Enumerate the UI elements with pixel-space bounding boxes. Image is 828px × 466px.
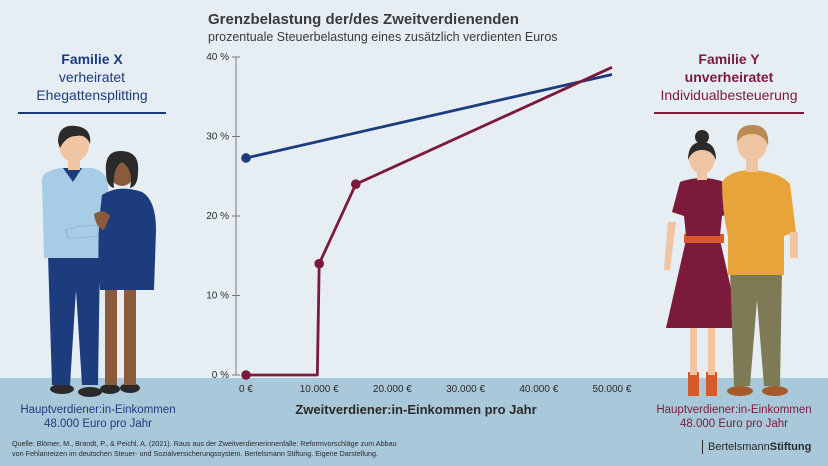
family-x-rule [18, 112, 166, 114]
x-axis-label: Zweitverdiener:in-Einkommen pro Jahr [295, 402, 536, 417]
family-y-income-label: Hauptverdiener:in-Einkommen [656, 404, 812, 416]
family-x-man-illustration [41, 125, 109, 397]
source-line-1: Quelle: Blömer, M., Brandt, P., & Peichl… [12, 439, 397, 448]
family-x-method: Ehegattensplitting [36, 87, 148, 103]
brand-bold: Stiftung [769, 441, 812, 453]
series-1-point [241, 153, 251, 163]
source-note: Quelle: Blömer, M., Brandt, P., & Peichl… [12, 439, 572, 459]
family-y-panel: Familie Y unverheiratet Individualbesteu… [654, 50, 804, 114]
family-y-title: Familie Y [698, 51, 760, 67]
family-x-income-label: Hauptverdiener:in-Einkommen [20, 404, 176, 416]
family-y-method: Individualbesteuerung [660, 87, 798, 103]
y-tick-label: 0 % [212, 370, 229, 381]
brand-logo: BertelsmannStiftung [702, 440, 811, 454]
family-y-status: unverheiratet [684, 69, 774, 85]
family-x-panel: Familie X verheiratet Ehegattensplitting [18, 50, 166, 114]
series-2-point [314, 258, 325, 269]
y-tick-label: 30 % [206, 132, 229, 143]
family-x-status: verheiratet [58, 69, 126, 85]
brand-light: Bertelsmann [708, 441, 770, 453]
y-tick-label: 20 % [206, 211, 229, 222]
x-tick-label: 30.000 € [446, 384, 485, 395]
family-y-income: Hauptverdiener:in-Einkommen 48.000 Euro … [648, 403, 820, 431]
series-1-line [245, 73, 613, 160]
chart-subtitle: prozentuale Steuerbelastung eines zusätz… [208, 30, 558, 44]
family-y-income-value: 48.000 Euro pro Jahr [679, 418, 789, 430]
family-x-income: Hauptverdiener:in-Einkommen 48.000 Euro … [12, 403, 184, 431]
x-tick-label: 0 € [239, 384, 253, 395]
series-2-line [246, 66, 613, 377]
series-2-point [351, 179, 361, 189]
family-x-income-value: 48.000 Euro pro Jahr [43, 418, 153, 430]
x-tick-label: 10.000 € [300, 384, 339, 395]
family-x-title: Familie X [61, 51, 123, 67]
x-tick-label: 20.000 € [373, 384, 412, 395]
family-y-woman-illustration [664, 130, 740, 396]
family-y-man-illustration [722, 124, 798, 396]
family-y-rule [654, 112, 804, 114]
source-line-2: von Fehlanreizen im deutschen Steuer- un… [12, 449, 378, 458]
chart-title: Grenzbelastung der/des Zweitverdienenden [208, 11, 519, 28]
x-tick-label: 40.000 € [519, 384, 558, 395]
x-tick-label: 50.000 € [593, 384, 632, 395]
family-x-woman-illustration [94, 150, 156, 394]
series-2-point [241, 370, 251, 380]
y-tick-label: 40 % [206, 52, 229, 63]
y-tick-label: 10 % [206, 291, 229, 302]
